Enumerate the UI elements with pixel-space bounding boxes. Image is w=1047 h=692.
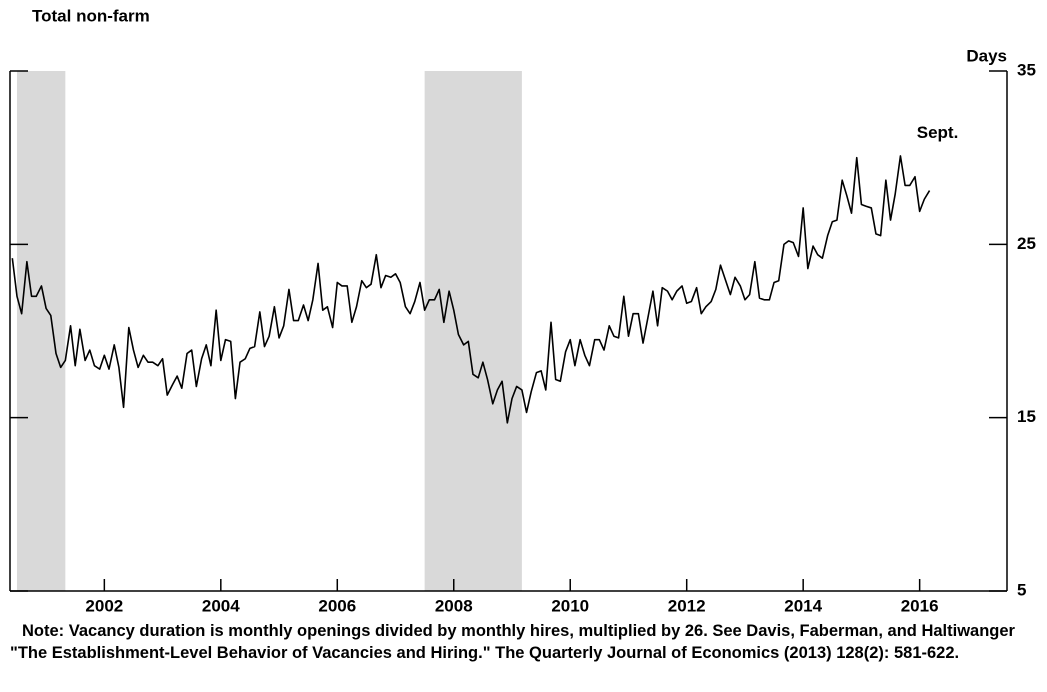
chart-title: Total non-farm bbox=[32, 6, 150, 25]
annotation: Sept. bbox=[917, 123, 959, 142]
x-tick-label: 2010 bbox=[551, 596, 589, 615]
recession-band bbox=[424, 71, 522, 591]
note: Note: Vacancy duration is monthly openin… bbox=[10, 622, 1015, 662]
y-axis-label: Days bbox=[966, 46, 1007, 65]
data-line bbox=[11, 155, 931, 424]
x-tick-label: 2002 bbox=[85, 596, 123, 615]
x-tick-label: 2004 bbox=[202, 596, 240, 615]
x-tick-label: 2014 bbox=[784, 596, 822, 615]
y-tick-label: 15 bbox=[1017, 407, 1036, 426]
x-tick-label: 2012 bbox=[668, 596, 706, 615]
y-tick-label: 5 bbox=[1017, 580, 1026, 599]
y-tick-label: 25 bbox=[1017, 234, 1036, 253]
x-tick-label: 2006 bbox=[318, 596, 356, 615]
y-tick-label: 35 bbox=[1017, 60, 1036, 79]
recession-band bbox=[16, 71, 66, 591]
x-tick-label: 2016 bbox=[901, 596, 939, 615]
x-tick-label: 2008 bbox=[435, 596, 473, 615]
chart: Total non-farm Days 5 15 25 35 2002 2004 2006 2… bbox=[9, 6, 1036, 615]
